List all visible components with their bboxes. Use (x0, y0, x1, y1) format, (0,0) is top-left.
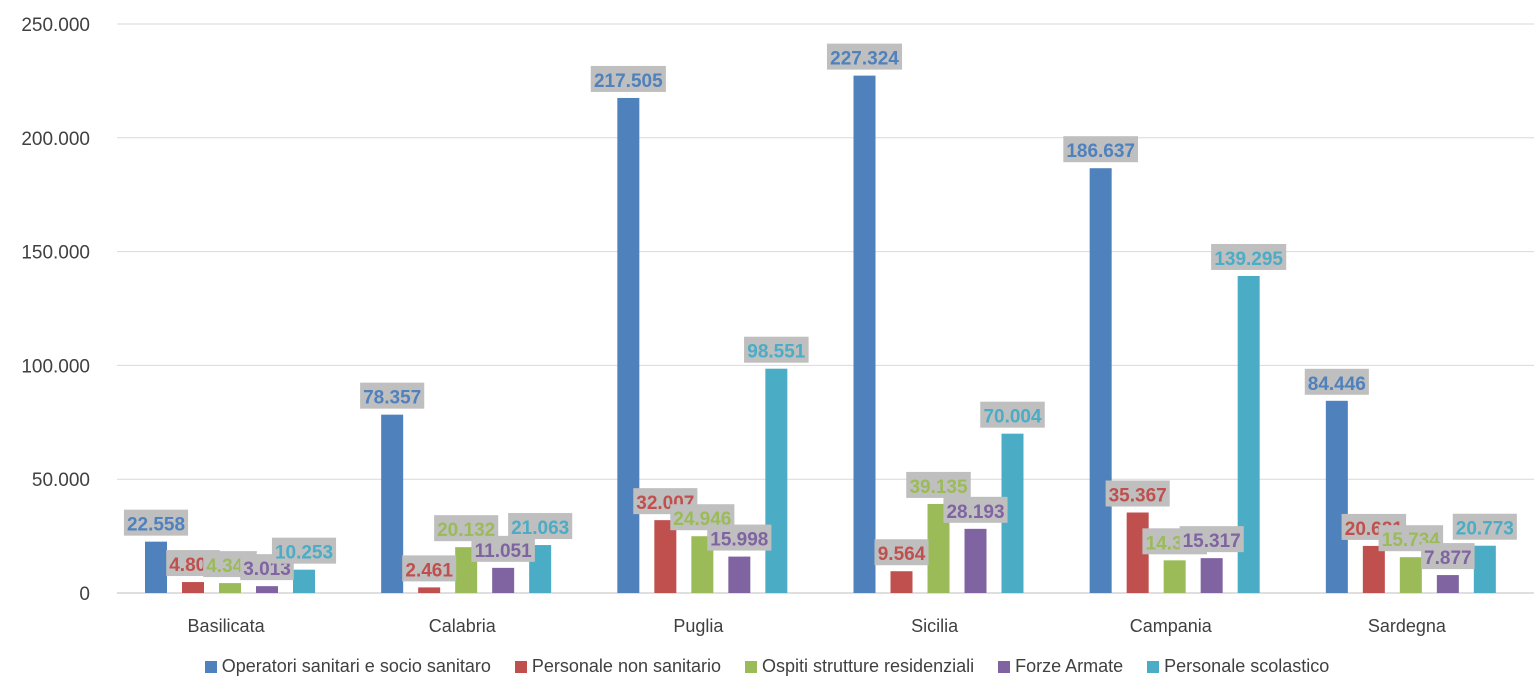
data-label-background (471, 535, 535, 562)
legend-item: Ospiti strutture residenziali (745, 656, 974, 677)
data-label: 21.063 (511, 518, 569, 539)
bar (927, 503, 950, 593)
bar (381, 414, 404, 593)
category-label: Sicilia (911, 616, 959, 636)
data-label-background (943, 496, 1008, 523)
bar (1163, 560, 1186, 593)
bar (1325, 400, 1348, 593)
data-label: 15.317 (1183, 531, 1241, 552)
category-label: Calabria (429, 616, 497, 636)
data-label: 39.135 (909, 477, 968, 498)
y-tick-label: 50.000 (32, 470, 90, 491)
data-label-background (1063, 136, 1139, 163)
bar (853, 75, 876, 593)
legend-swatch (204, 660, 217, 673)
data-label-background (1452, 513, 1517, 540)
data-label: 2.461 (405, 560, 453, 581)
data-label-background (906, 471, 971, 498)
data-label: 15.998 (710, 530, 768, 551)
bar (728, 556, 751, 593)
bar-chart: 0 50.000 100.000 150.000 200.000 250.000 Basil… (21, 15, 1534, 636)
bar (219, 583, 241, 593)
data-label: 217.505 (594, 71, 663, 92)
data-label-background (271, 537, 337, 564)
y-tick-label: 100.000 (21, 356, 90, 377)
bar (256, 586, 278, 593)
bar (1362, 545, 1385, 593)
data-label: 78.357 (363, 388, 421, 409)
data-label-background (1179, 526, 1244, 553)
data-label: 11.051 (475, 541, 532, 562)
bar (1399, 557, 1422, 593)
legend-label: Operatori sanitari e socio sanitaro (221, 656, 491, 676)
legend-label: Personale non sanitario (531, 656, 722, 676)
data-label-background (1211, 243, 1287, 270)
bar (1473, 545, 1496, 593)
y-tick-label: 0 (79, 584, 90, 605)
data-label-background (744, 336, 809, 363)
bar (145, 541, 167, 593)
data-labels: 22.55878.357217.505227.324186.63784.4464… (123, 43, 1517, 582)
bar (1001, 433, 1024, 593)
data-label: 227.324 (830, 49, 899, 70)
data-label: 7.877 (1424, 548, 1472, 569)
data-label-background (1304, 368, 1369, 395)
legend-swatch (514, 660, 527, 673)
bar (293, 569, 315, 593)
data-label-background (707, 524, 772, 551)
data-label: 98.551 (747, 342, 806, 363)
data-label: 186.637 (1066, 141, 1135, 162)
data-label: 70.004 (983, 407, 1042, 428)
data-label: 28.193 (946, 502, 1004, 523)
data-label-background (508, 513, 573, 540)
bar (964, 528, 987, 593)
data-label-background (123, 509, 189, 536)
data-label: 139.295 (1214, 249, 1283, 270)
legend-swatch (745, 660, 758, 673)
legend-label: Personale scolastico (1164, 656, 1330, 676)
data-label: 35.367 (1109, 486, 1167, 507)
category-label: Campania (1130, 616, 1213, 636)
bar (418, 587, 441, 593)
data-label-background (402, 555, 457, 582)
legend-label: Forze Armate (1015, 656, 1124, 676)
data-label-background (1105, 480, 1170, 507)
data-label-background (360, 382, 425, 409)
data-label: 84.446 (1308, 374, 1366, 395)
bar (182, 582, 204, 593)
data-label-background (980, 401, 1045, 428)
bar (617, 97, 640, 593)
data-label: 3.013 (243, 559, 291, 580)
data-label: 9.564 (878, 544, 926, 565)
legend-item: Operatori sanitari e socio sanitaro (204, 656, 491, 677)
legend-item: Forze Armate (998, 656, 1123, 677)
bar (890, 571, 913, 593)
y-tick-label: 200.000 (21, 129, 90, 150)
bar (654, 520, 677, 593)
data-label-background (1421, 543, 1475, 570)
data-label: 20.773 (1456, 519, 1514, 540)
data-label-background (590, 65, 666, 92)
y-tick-label: 150.000 (21, 243, 90, 264)
legend-label: Ospiti strutture residenziali (762, 656, 975, 676)
data-label-background (874, 539, 929, 566)
data-label-background (826, 43, 903, 70)
bar (1089, 168, 1112, 594)
bar (1237, 275, 1260, 593)
legend-swatch (998, 660, 1011, 673)
bar (1200, 558, 1223, 593)
legend-item: Personale non sanitario (514, 656, 722, 677)
category-label: Sardegna (1368, 616, 1447, 636)
bar (1436, 575, 1459, 593)
legend-swatch (1147, 660, 1160, 673)
y-tick-label: 250.000 (21, 15, 90, 36)
legend-item: Personale scolastico (1147, 656, 1329, 677)
data-label: 10.253 (275, 543, 333, 564)
bar (765, 368, 788, 593)
category-label: Puglia (673, 616, 724, 636)
category-label: Basilicata (188, 616, 266, 636)
data-label: 22.558 (127, 515, 185, 536)
bar (492, 567, 515, 593)
legend: Operatori sanitari e socio sanitaro Perso… (0, 656, 1534, 677)
